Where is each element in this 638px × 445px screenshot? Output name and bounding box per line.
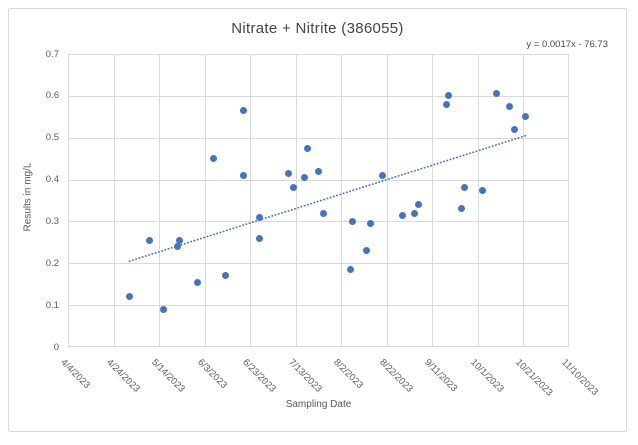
vertical-gridline	[387, 54, 388, 347]
data-point	[160, 305, 168, 313]
data-point	[442, 100, 450, 108]
data-point	[221, 272, 229, 280]
chart-title: Nitrate + Nitrite (386055)	[231, 20, 404, 37]
x-axis-tick-label: 9/11/2023	[422, 357, 460, 395]
x-axis-tick-label: 4/24/2023	[103, 357, 142, 395]
data-point	[255, 213, 263, 221]
vertical-gridline	[478, 54, 479, 347]
data-point	[362, 247, 370, 255]
data-point	[285, 169, 293, 177]
data-point	[125, 293, 133, 301]
x-axis-tick-label: 6/3/2023	[194, 357, 229, 391]
y-axis-title: Results in mg/L	[22, 162, 34, 232]
data-point	[239, 171, 247, 179]
x-axis-tick-label: 5/14/2023	[149, 357, 187, 395]
data-point	[415, 201, 423, 209]
x-axis-tick-label: 7/13/2023	[285, 357, 324, 395]
x-axis-tick-label: 11/10/2023	[559, 357, 601, 398]
data-point	[255, 234, 263, 242]
vertical-gridline	[250, 54, 251, 347]
x-axis-tick-label: 8/2/2023	[331, 357, 366, 391]
vertical-gridline	[432, 54, 433, 347]
data-point	[239, 107, 247, 114]
data-point	[522, 113, 530, 121]
data-point	[303, 144, 311, 152]
data-point	[210, 155, 218, 163]
data-point	[315, 167, 322, 175]
y-axis-tick-labels: 0 0.1 0.2 0.3 0.4 0.5 0.6 0.7	[9, 49, 59, 353]
data-point	[176, 236, 184, 244]
data-point	[146, 236, 154, 244]
x-axis-tick-label: 8/22/2023	[377, 357, 415, 395]
horizontal-gridline	[68, 221, 569, 222]
y-axis-tick-label: 0.7	[45, 48, 59, 60]
data-point	[173, 243, 181, 251]
x-axis-tick-label: 6/23/2023	[240, 357, 279, 395]
data-point	[319, 209, 327, 217]
vertical-gridline	[114, 54, 115, 347]
x-axis-tick-label: 4/4/2023	[58, 357, 93, 391]
vertical-gridline	[68, 54, 69, 347]
vertical-gridline	[523, 54, 524, 347]
y-axis-tick-label: 0.2	[45, 257, 59, 269]
y-axis-tick-label: 0.6	[45, 90, 59, 102]
data-point	[458, 205, 466, 213]
data-point	[367, 220, 375, 228]
horizontal-gridline	[68, 96, 569, 97]
horizontal-gridline	[68, 138, 569, 139]
horizontal-gridline	[68, 305, 569, 306]
vertical-gridline	[159, 54, 160, 347]
data-point	[410, 209, 418, 217]
y-axis-tick-label: 0.5	[45, 132, 59, 144]
data-point	[399, 211, 407, 219]
y-axis-tick-label: 0.4	[45, 174, 59, 186]
data-point	[492, 90, 500, 98]
data-point	[510, 125, 518, 133]
x-axis-tick-label: 10/21/2023	[513, 357, 556, 399]
trendline	[128, 134, 527, 263]
data-point	[194, 278, 202, 286]
horizontal-gridline	[68, 180, 569, 181]
trendline-equation-label: y = 0.0017x - 76.73	[526, 39, 608, 50]
horizontal-gridline	[68, 346, 569, 347]
horizontal-gridline	[68, 54, 569, 55]
data-point	[444, 92, 452, 100]
vertical-gridline	[205, 54, 206, 347]
vertical-gridline	[296, 54, 297, 347]
data-point	[346, 266, 354, 274]
vertical-gridline	[341, 54, 342, 347]
y-axis-tick-label: 0.1	[45, 299, 59, 311]
data-point	[506, 102, 514, 110]
y-axis-tick-label: 0	[53, 341, 59, 353]
data-point	[478, 186, 486, 194]
x-axis-title: Sampling Date	[285, 399, 352, 410]
data-point	[289, 184, 297, 192]
chart-frame[interactable]: Nitrate + Nitrite (386055) y = 0.0017x -…	[8, 8, 627, 432]
data-point	[460, 184, 468, 192]
vertical-gridline	[568, 54, 569, 347]
plot-area	[68, 54, 569, 347]
data-point	[378, 171, 386, 179]
y-axis-tick-label: 0.3	[45, 215, 59, 227]
data-point	[349, 217, 357, 225]
x-axis-tick-label: 10/1/2023	[468, 357, 506, 395]
data-point	[301, 173, 309, 181]
horizontal-gridline	[68, 263, 569, 264]
